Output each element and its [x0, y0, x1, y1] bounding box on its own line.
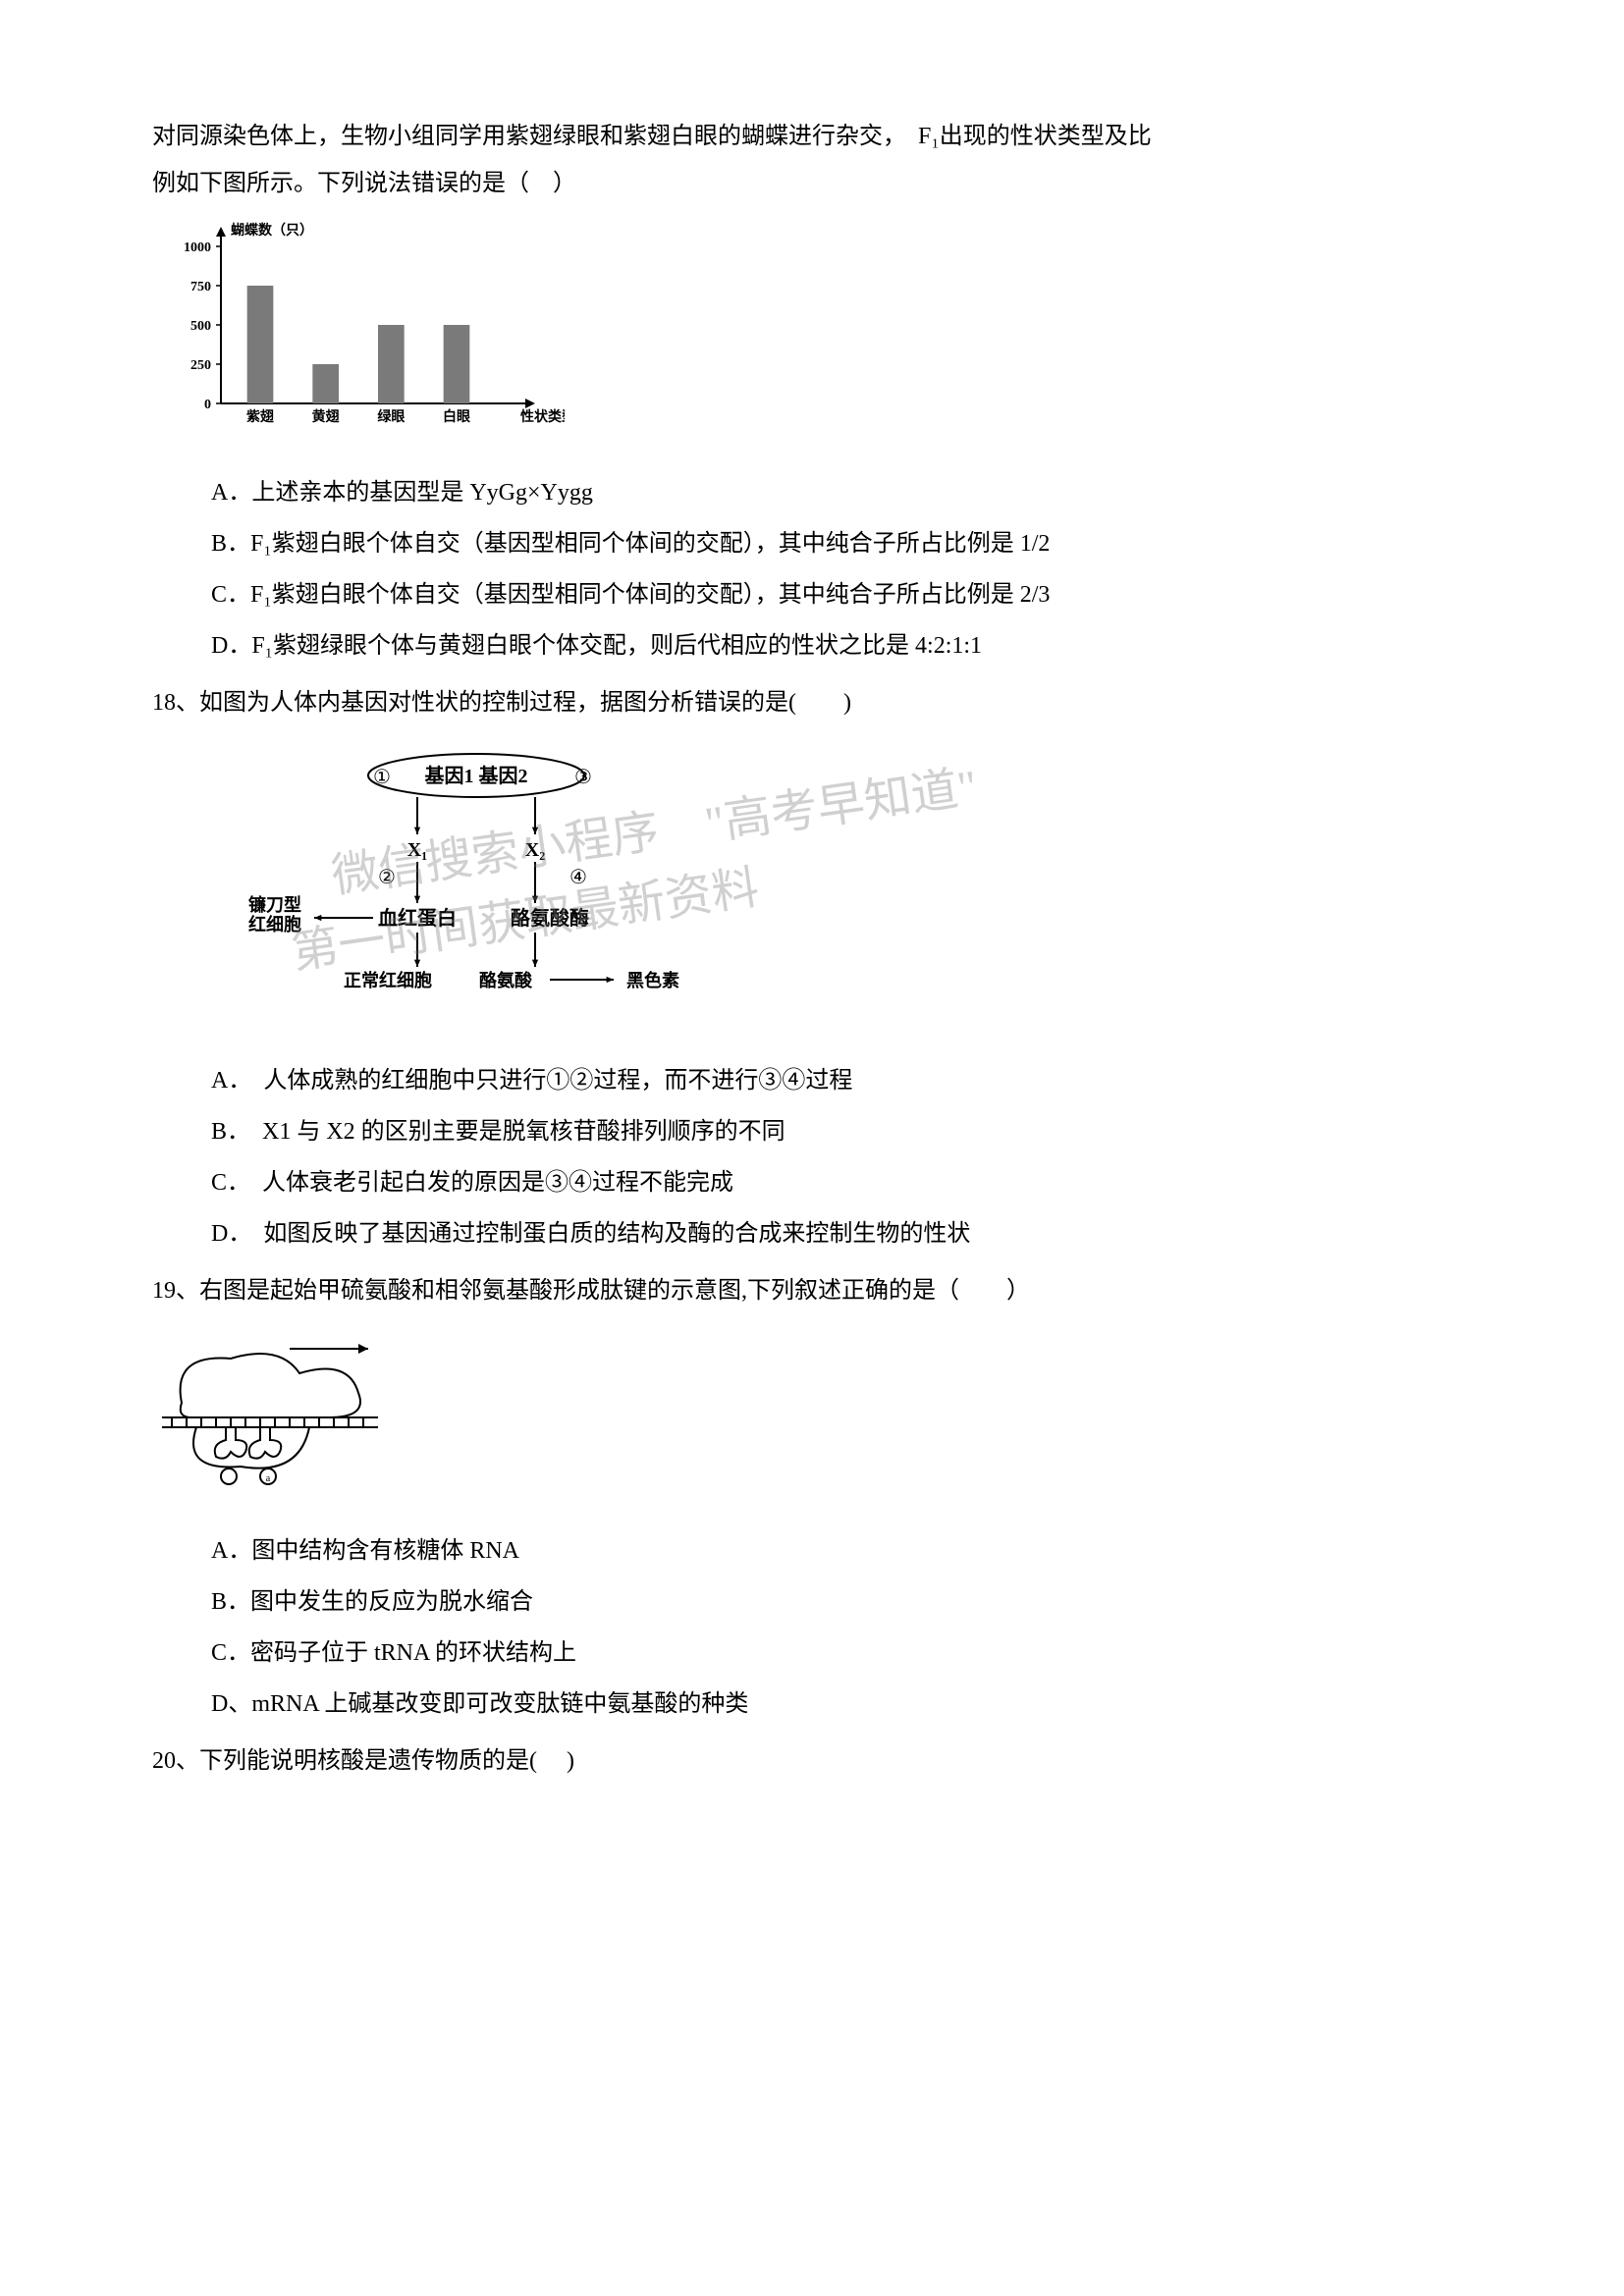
q19-stem: 19、右图是起始甲硫氨酸和相邻氨基酸形成肽键的示意图,下列叙述正确的是（ ）: [152, 1267, 1472, 1314]
q18-options-block: A． 人体成熟的红细胞中只进行①②过程，而不进行③④过程 B． X1 与 X2 …: [211, 1057, 1472, 1257]
svg-text:紫翅: 紫翅: [246, 408, 274, 425]
svg-text:血红蛋白: 血红蛋白: [378, 906, 457, 930]
q17-intro-line-1: 对同源染色体上，生物小组同学用紫翅绿眼和紫翅白眼的蝴蝶进行杂交， F₁出现的性状…: [152, 113, 1472, 160]
svg-text:白眼: 白眼: [443, 408, 470, 425]
svg-text:性状类型: 性状类型: [520, 408, 565, 425]
svg-text:③: ③: [574, 767, 592, 788]
svg-text:X₂: X₂: [525, 839, 545, 861]
q17-intro-line-2: 例如下图所示。下列说法错误的是（ ）: [152, 160, 1472, 207]
svg-text:X₁: X₁: [407, 839, 427, 861]
q19-option-c: C．密码子位于 tRNA 的环状结构上: [211, 1629, 1472, 1677]
svg-text:④: ④: [569, 867, 587, 888]
svg-text:①: ①: [373, 767, 391, 788]
svg-text:红细胞: 红细胞: [248, 914, 301, 934]
svg-text:基因1 基因2: 基因1 基因2: [425, 765, 528, 787]
q17-options-block: A．上述亲本的基因型是 YyGg×Yygg B．F₁紫翅白眼个体自交（基因型相同…: [211, 469, 1472, 669]
svg-text:a: a: [266, 1473, 271, 1484]
svg-text:绿眼: 绿眼: [377, 408, 405, 425]
q18-diagram: 基因1 基因2 ① ③ X₁ X₂ ② ④ 血红蛋白 酪氨酸酶 镰刀型红细胞正常红细胞 酪氨酸 黑色素: [221, 746, 731, 1021]
svg-text:正常红细胞: 正常红细胞: [344, 970, 432, 990]
q19-figure: a: [152, 1334, 1472, 1508]
svg-text:酪氨酸: 酪氨酸: [479, 970, 533, 990]
q18-option-b: B． X1 与 X2 的区别主要是脱氧核苷酸排列顺序的不同: [211, 1108, 1472, 1155]
q18-figure-wrap: 基因1 基因2 ① ③ X₁ X₂ ② ④ 血红蛋白 酪氨酸酶 镰刀型红细胞正常红细胞 酪氨酸 黑色素…: [221, 746, 1472, 1038]
q19-option-b: B．图中发生的反应为脱水缩合: [211, 1578, 1472, 1626]
q17-bar-chart: 蝴蝶数（只） 0 250 500 750 1000 紫翅 黄翅 绿眼 白眼 性状类型: [152, 217, 1472, 459]
svg-text:750: 750: [190, 280, 211, 294]
q17-option-b: B．F₁紫翅白眼个体自交（基因型相同个体间的交配），其中纯合子所占比例是 1/2: [211, 520, 1472, 567]
q18-option-a: A． 人体成熟的红细胞中只进行①②过程，而不进行③④过程: [211, 1057, 1472, 1104]
q18-stem: 18、如图为人体内基因对性状的控制过程，据图分析错误的是( ): [152, 679, 1472, 726]
svg-text:0: 0: [204, 398, 211, 412]
svg-text:酪氨酸酶: 酪氨酸酶: [511, 906, 589, 930]
svg-text:黄翅: 黄翅: [312, 408, 340, 425]
q17-option-a: A．上述亲本的基因型是 YyGg×Yygg: [211, 469, 1472, 516]
svg-text:镰刀型: 镰刀型: [248, 894, 301, 915]
q20-stem: 20、下列能说明核酸是遗传物质的是( ): [152, 1737, 1472, 1785]
svg-text:黑色素: 黑色素: [626, 970, 679, 990]
q19-options-block: A．图中结构含有核糖体 RNA B．图中发生的反应为脱水缩合 C．密码子位于 t…: [211, 1527, 1472, 1728]
q17-option-c: C．F₁紫翅白眼个体自交（基因型相同个体间的交配），其中纯合子所占比例是 2/3: [211, 571, 1472, 618]
q19-option-d: D、mRNA 上碱基改变即可改变肽链中氨基酸的种类: [211, 1681, 1472, 1728]
svg-text:1000: 1000: [184, 240, 211, 255]
q17-option-d: D．F₁紫翅绿眼个体与黄翅白眼个体交配，则后代相应的性状之比是 4:2:1:1: [211, 622, 1472, 669]
svg-text:②: ②: [378, 867, 396, 888]
svg-text:蝴蝶数（只）: 蝴蝶数（只）: [231, 222, 313, 239]
q18-option-c: C． 人体衰老引起白发的原因是③④过程不能完成: [211, 1159, 1472, 1206]
svg-text:500: 500: [190, 319, 211, 334]
svg-text:250: 250: [190, 358, 211, 373]
q19-option-a: A．图中结构含有核糖体 RNA: [211, 1527, 1472, 1575]
q18-option-d: D． 如图反映了基因通过控制蛋白质的结构及酶的合成来控制生物的性状: [211, 1210, 1472, 1257]
